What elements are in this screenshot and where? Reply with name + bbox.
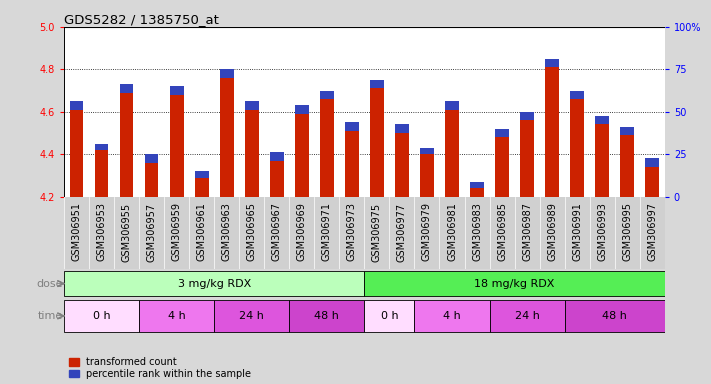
Text: GDS5282 / 1385750_at: GDS5282 / 1385750_at [64, 13, 219, 26]
Legend: transformed count, percentile rank within the sample: transformed count, percentile rank withi… [69, 357, 252, 379]
Text: GSM306957: GSM306957 [146, 202, 156, 262]
Bar [595, 116, 609, 124]
Text: GSM306987: GSM306987 [522, 202, 532, 262]
Bar [170, 86, 183, 95]
Bar [470, 182, 484, 188]
Text: 48 h: 48 h [314, 311, 339, 321]
Text: GSM306997: GSM306997 [647, 202, 657, 262]
Text: GSM306967: GSM306967 [272, 202, 282, 262]
Bar [370, 80, 384, 88]
Text: 24 h: 24 h [515, 311, 540, 321]
Bar [490, 300, 565, 332]
Bar [570, 91, 584, 99]
Bar [145, 154, 159, 163]
Bar [70, 110, 83, 197]
Text: time: time [38, 311, 63, 321]
Bar [520, 112, 534, 120]
Bar [621, 127, 634, 135]
Text: 4 h: 4 h [168, 311, 186, 321]
Text: 0 h: 0 h [92, 311, 110, 321]
Bar [646, 159, 659, 167]
Text: GSM306983: GSM306983 [472, 202, 482, 262]
Text: GSM306975: GSM306975 [372, 202, 382, 262]
Bar [345, 131, 359, 197]
Bar [295, 105, 309, 114]
Bar [646, 167, 659, 197]
Text: 3 mg/kg RDX: 3 mg/kg RDX [178, 278, 251, 288]
Bar [365, 300, 415, 332]
Bar [145, 163, 159, 197]
Bar [570, 99, 584, 197]
Text: GSM306989: GSM306989 [547, 202, 557, 262]
Text: GSM306953: GSM306953 [97, 202, 107, 262]
Text: GSM306993: GSM306993 [597, 202, 607, 262]
Text: GSM306951: GSM306951 [72, 202, 82, 262]
Bar [295, 114, 309, 197]
Bar [95, 150, 108, 197]
Bar [220, 70, 234, 78]
Bar [621, 135, 634, 197]
Text: GSM306979: GSM306979 [422, 202, 432, 262]
Text: GSM306973: GSM306973 [347, 202, 357, 262]
Text: GSM306991: GSM306991 [572, 202, 582, 262]
Bar [415, 300, 490, 332]
Bar [470, 188, 484, 197]
Bar [220, 78, 234, 197]
Text: GSM306971: GSM306971 [322, 202, 332, 262]
Bar [70, 101, 83, 110]
Bar [64, 271, 365, 296]
Bar [195, 171, 208, 177]
Bar [95, 144, 108, 150]
Bar [270, 161, 284, 197]
Bar [370, 88, 384, 197]
Text: GSM306959: GSM306959 [171, 202, 181, 262]
Bar [320, 91, 333, 99]
Bar [119, 84, 134, 93]
Text: GSM306981: GSM306981 [447, 202, 457, 262]
Bar [245, 110, 259, 197]
Text: GSM306965: GSM306965 [247, 202, 257, 262]
Bar [195, 177, 208, 197]
Text: GSM306977: GSM306977 [397, 202, 407, 262]
Bar [345, 122, 359, 131]
Bar [320, 99, 333, 197]
Text: GSM306963: GSM306963 [222, 202, 232, 262]
Text: 48 h: 48 h [602, 311, 627, 321]
Text: GSM306969: GSM306969 [296, 202, 307, 262]
Bar [495, 137, 509, 197]
Text: GSM306961: GSM306961 [197, 202, 207, 262]
Bar [495, 129, 509, 137]
Bar [445, 110, 459, 197]
Bar [445, 101, 459, 110]
Bar [289, 300, 365, 332]
Text: 4 h: 4 h [443, 311, 461, 321]
Bar [420, 148, 434, 154]
Bar [270, 152, 284, 161]
Bar [119, 93, 134, 197]
Bar [365, 271, 665, 296]
Bar [520, 120, 534, 197]
Bar [565, 300, 665, 332]
Text: 24 h: 24 h [240, 311, 264, 321]
Bar [64, 300, 139, 332]
Bar [395, 133, 409, 197]
Text: GSM306985: GSM306985 [497, 202, 507, 262]
Bar [595, 124, 609, 197]
Bar [139, 300, 214, 332]
Bar [545, 59, 559, 67]
Text: GSM306995: GSM306995 [622, 202, 632, 262]
Bar [395, 124, 409, 133]
Bar [245, 101, 259, 110]
Bar [170, 95, 183, 197]
Text: 18 mg/kg RDX: 18 mg/kg RDX [474, 278, 555, 288]
Bar [420, 154, 434, 197]
Text: dose: dose [36, 278, 63, 288]
Text: GSM306955: GSM306955 [122, 202, 132, 262]
Bar [545, 67, 559, 197]
Bar [214, 300, 289, 332]
Text: 0 h: 0 h [380, 311, 398, 321]
